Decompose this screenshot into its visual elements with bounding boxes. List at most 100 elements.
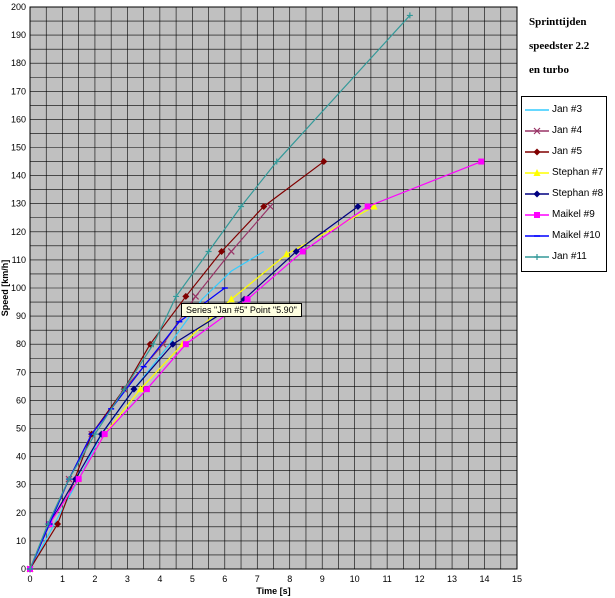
legend-swatch xyxy=(525,190,549,198)
data-point xyxy=(533,169,541,176)
y-tick-label: 100 xyxy=(11,283,26,293)
x-tick-label: 14 xyxy=(480,574,490,584)
data-point xyxy=(266,203,274,210)
y-tick-label: 170 xyxy=(11,86,26,96)
x-tick-label: 5 xyxy=(190,574,195,584)
grid xyxy=(29,6,518,570)
y-tick-label: 90 xyxy=(16,311,26,321)
x-tick-label: 7 xyxy=(255,574,260,584)
legend-item: Maikel #9 xyxy=(522,208,608,222)
data-point xyxy=(244,296,251,303)
legend-swatch xyxy=(525,169,549,176)
legend-swatch xyxy=(525,148,549,156)
data-point xyxy=(478,158,485,165)
x-axis-title: Time [s] xyxy=(256,586,290,596)
data-point xyxy=(192,293,200,300)
data-point xyxy=(91,431,98,438)
legend-label: Stephan #7 xyxy=(552,167,604,178)
data-point xyxy=(273,158,280,165)
data-point xyxy=(533,190,541,198)
x-tick-label: 4 xyxy=(157,574,162,584)
x-tick-label: 12 xyxy=(415,574,425,584)
data-point xyxy=(27,566,33,572)
data-point xyxy=(44,521,51,528)
data-point xyxy=(169,340,177,348)
data-point xyxy=(54,520,62,528)
data-point xyxy=(182,341,189,348)
legend-item: Jan #4 xyxy=(522,124,608,138)
data-point xyxy=(136,385,144,393)
data-point xyxy=(320,158,328,166)
legend-label: Jan #11 xyxy=(552,251,587,262)
legend-swatch xyxy=(525,109,549,111)
data-point xyxy=(65,476,72,483)
title-line-1: Sprinttijden xyxy=(529,16,587,28)
y-tick-label: 10 xyxy=(16,536,26,546)
y-tick-label: 130 xyxy=(11,199,26,209)
y-tick-label: 50 xyxy=(16,424,26,434)
y-tick-label: 110 xyxy=(12,255,26,265)
data-point xyxy=(121,386,128,393)
series-line xyxy=(29,287,226,570)
x-tick-label: 6 xyxy=(222,574,227,584)
legend-label: Maikel #10 xyxy=(552,230,601,241)
series-tooltip: Series "Jan #5" Point "5.90" xyxy=(181,303,302,317)
y-tick-label: 80 xyxy=(16,339,26,349)
data-point xyxy=(292,247,300,255)
data-point xyxy=(533,148,541,156)
x-tick-label: 2 xyxy=(92,574,97,584)
x-tick-label: 1 xyxy=(60,574,65,584)
x-tick-label: 15 xyxy=(512,574,522,584)
y-tick-label: 30 xyxy=(16,480,26,490)
y-tick-label: 70 xyxy=(16,367,26,377)
series-line xyxy=(29,160,482,570)
legend-swatch xyxy=(525,254,549,260)
data-point xyxy=(534,254,540,260)
x-tick-label: 3 xyxy=(125,574,130,584)
legend-item: Maikel #10 xyxy=(522,229,608,243)
data-point xyxy=(260,203,268,211)
series xyxy=(26,12,485,573)
y-tick-label: 60 xyxy=(16,395,26,405)
data-point xyxy=(354,203,362,211)
y-tick-label: 150 xyxy=(11,143,26,153)
data-point xyxy=(227,295,235,303)
legend-label: Stephan #8 xyxy=(552,188,604,199)
data-point xyxy=(406,12,413,19)
y-tick-label: 120 xyxy=(11,227,26,237)
data-point xyxy=(143,386,150,393)
legend: Jan #3 Jan #4 Jan #5 Stephan #7 Stephan #8 Ma… xyxy=(521,96,607,272)
data-point xyxy=(299,248,306,255)
data-point xyxy=(370,202,378,210)
legend-label: Jan #5 xyxy=(552,146,583,157)
y-axis-title: Speed [km/h] xyxy=(0,260,10,317)
legend-item: Jan #3 xyxy=(522,103,608,117)
data-point xyxy=(534,212,540,218)
legend-label: Maikel #9 xyxy=(552,209,595,220)
data-point xyxy=(75,476,82,483)
title-line-2: speedster 2.2 xyxy=(529,40,590,52)
data-point xyxy=(150,341,157,348)
data-point xyxy=(227,248,235,255)
y-tick-label: 190 xyxy=(11,30,26,40)
x-tick-label: 0 xyxy=(27,574,32,584)
legend-label: Jan #4 xyxy=(552,125,583,136)
title-line-3: en turbo xyxy=(529,64,570,76)
legend-swatch xyxy=(525,127,549,135)
y-tick-label: 180 xyxy=(11,58,26,68)
legend-item: Stephan #7 xyxy=(522,166,608,180)
legend-swatch xyxy=(525,212,549,218)
data-point xyxy=(173,293,180,300)
x-tick-label: 8 xyxy=(287,574,292,584)
x-tick-label: 13 xyxy=(447,574,457,584)
x-tick-label: 11 xyxy=(382,574,391,584)
data-point xyxy=(130,385,138,393)
y-tick-label: 200 xyxy=(11,2,26,12)
data-point xyxy=(533,127,541,135)
legend-item: Jan #11 xyxy=(522,250,608,264)
legend-item: Jan #5 xyxy=(522,145,608,159)
data-point xyxy=(238,203,245,210)
x-tick-label: 10 xyxy=(350,574,360,584)
y-tick-label: 40 xyxy=(16,452,26,462)
